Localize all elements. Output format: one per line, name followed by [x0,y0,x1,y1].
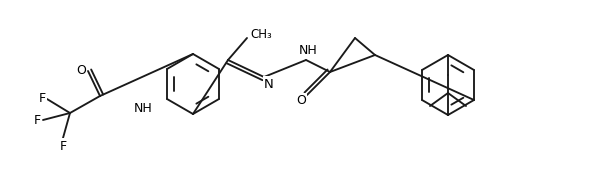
Text: NH: NH [134,102,152,115]
Text: F: F [33,114,41,127]
Text: F: F [59,140,67,153]
Text: F: F [39,93,45,106]
Text: NH: NH [299,44,318,57]
Text: O: O [76,64,86,77]
Text: CH₃: CH₃ [250,28,272,41]
Text: N: N [264,77,274,90]
Text: O: O [296,95,306,108]
